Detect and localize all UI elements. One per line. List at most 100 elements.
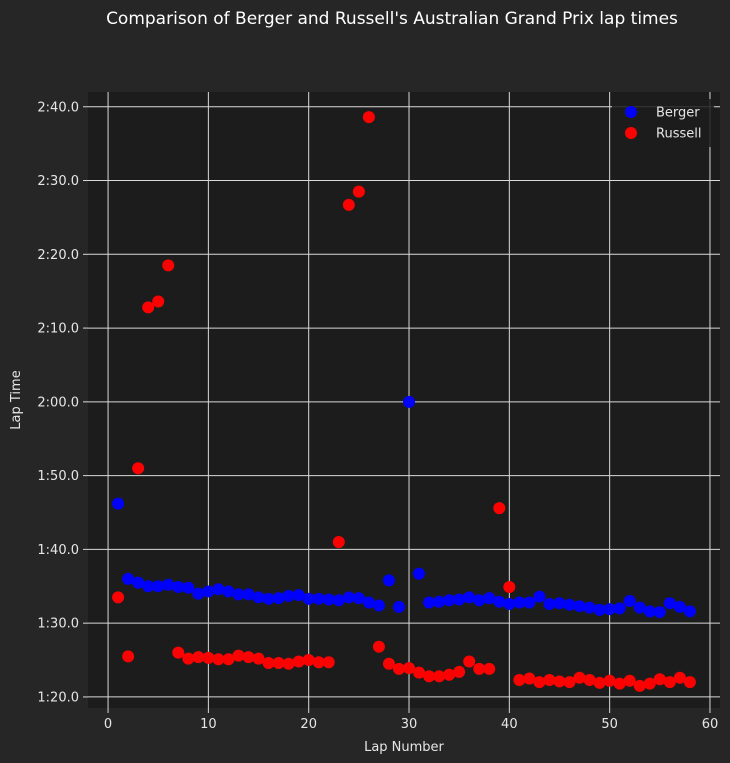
point-russell	[443, 668, 456, 681]
point-berger	[543, 597, 556, 610]
point-russell	[433, 670, 446, 683]
point-berger	[533, 590, 546, 603]
point-russell	[523, 672, 536, 685]
point-russell	[192, 651, 205, 664]
x-tick-label: 30	[401, 717, 418, 732]
point-russell	[573, 671, 586, 684]
point-russell	[503, 581, 516, 594]
point-berger	[192, 587, 205, 600]
y-tick-label: 2:20.0	[37, 248, 79, 263]
point-berger	[352, 592, 365, 605]
point-russell	[453, 665, 466, 678]
point-berger	[423, 596, 436, 609]
point-russell	[403, 662, 416, 675]
point-russell	[292, 655, 305, 668]
point-russell	[222, 653, 235, 666]
data-points	[112, 111, 696, 692]
point-russell	[683, 676, 696, 689]
y-tick-label: 2:00.0	[37, 395, 79, 410]
point-berger	[483, 592, 496, 605]
point-russell	[322, 656, 335, 669]
y-tick-label: 1:40.0	[37, 543, 79, 558]
point-berger	[623, 595, 636, 608]
point-berger	[112, 497, 125, 510]
point-berger	[573, 600, 586, 613]
point-russell	[633, 679, 646, 692]
point-russell	[603, 674, 616, 687]
point-russell	[673, 671, 686, 684]
point-russell	[553, 675, 566, 688]
legend-marker-russell	[625, 127, 637, 139]
point-berger	[403, 395, 416, 408]
y-tick-label: 1:50.0	[37, 469, 79, 484]
point-berger	[162, 578, 175, 591]
point-russell	[242, 651, 255, 664]
point-berger	[312, 592, 325, 605]
x-tick-label: 50	[601, 717, 618, 732]
y-tick-label: 1:20.0	[37, 690, 79, 705]
point-berger	[342, 591, 355, 604]
point-russell	[112, 591, 125, 604]
point-berger	[463, 591, 476, 604]
series-berger	[112, 395, 696, 619]
point-russell	[142, 301, 155, 314]
point-russell	[342, 198, 355, 211]
point-berger	[493, 595, 506, 608]
point-russell	[272, 656, 285, 669]
axis-ticks: 0 10 20 30 40 50 60 1:20.0 1:30.0 1:40.0 1:50.0 2:0…	[37, 100, 718, 732]
point-russell	[212, 653, 225, 666]
point-berger	[453, 593, 466, 606]
point-russell	[172, 646, 185, 659]
point-russell	[543, 673, 556, 686]
point-berger	[262, 592, 275, 605]
point-russell	[232, 649, 245, 662]
point-russell	[302, 654, 315, 667]
point-russell	[252, 652, 265, 665]
point-berger	[643, 605, 656, 618]
legend-label-russell: Russell	[656, 127, 701, 142]
point-berger	[152, 580, 165, 593]
point-russell	[262, 656, 275, 669]
point-berger	[132, 576, 145, 589]
y-axis-label: Lap Time	[9, 370, 24, 429]
point-berger	[443, 594, 456, 607]
point-russell	[352, 185, 365, 198]
point-berger	[593, 603, 606, 616]
series-russell	[112, 111, 696, 692]
point-russell	[152, 295, 165, 308]
point-russell	[593, 676, 606, 689]
point-russell	[372, 640, 385, 653]
point-berger	[282, 589, 295, 602]
y-tick-label: 2:30.0	[37, 174, 79, 189]
point-berger	[683, 605, 696, 618]
point-russell	[493, 502, 506, 515]
point-russell	[362, 111, 375, 124]
point-berger	[553, 597, 566, 610]
legend-marker-berger	[625, 106, 637, 118]
point-russell	[332, 536, 345, 549]
point-berger	[583, 601, 596, 614]
point-berger	[603, 603, 616, 616]
point-russell	[473, 662, 486, 675]
point-russell	[463, 655, 476, 668]
point-berger	[523, 596, 536, 609]
point-russell	[202, 651, 215, 664]
chart-legend: Berger Russell	[612, 99, 714, 147]
point-russell	[312, 656, 325, 669]
point-russell	[643, 677, 656, 690]
point-berger	[252, 591, 265, 604]
point-berger	[222, 585, 235, 598]
legend-label-berger: Berger	[656, 106, 700, 121]
x-axis-label: Lap Number	[364, 740, 444, 755]
point-berger	[382, 574, 395, 587]
point-russell	[382, 657, 395, 670]
point-russell	[392, 662, 405, 675]
point-berger	[362, 596, 375, 609]
x-tick-label: 10	[200, 717, 217, 732]
point-berger	[292, 589, 305, 602]
point-berger	[302, 592, 315, 605]
point-russell	[162, 259, 175, 272]
point-russell	[563, 676, 576, 689]
point-berger	[272, 592, 285, 605]
point-berger	[182, 581, 195, 594]
